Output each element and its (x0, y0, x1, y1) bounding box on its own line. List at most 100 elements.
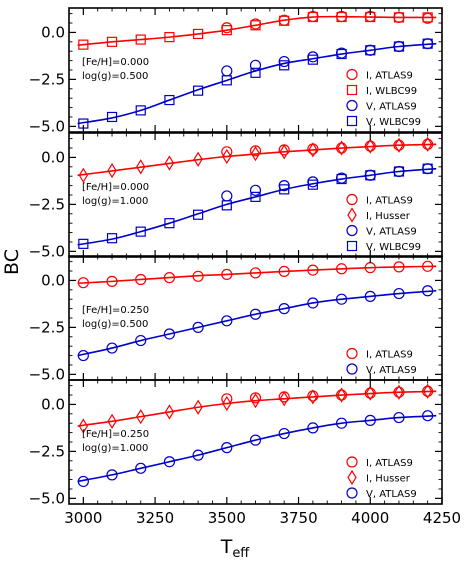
data-point-circle (307, 422, 319, 434)
data-point-square (336, 11, 347, 23)
data-point-circle (135, 273, 147, 286)
data-point-square (422, 38, 433, 49)
data-point-circle (307, 297, 319, 309)
data-point-circle (106, 342, 118, 354)
data-point-square (307, 179, 318, 190)
legend-marker-circle (346, 224, 358, 237)
y-tick-label: −5.0 (29, 117, 65, 135)
data-point-circle (249, 184, 262, 196)
y-tick-label: 0.0 (41, 271, 65, 289)
y-tick-label: −2.5 (29, 195, 65, 213)
data-point-circle (77, 475, 89, 488)
data-point-square (193, 28, 204, 40)
data-point-diamond (422, 136, 433, 152)
legend-label: I, WLBC99 (366, 86, 417, 97)
data-point-diamond (422, 383, 433, 399)
data-point-square (250, 67, 261, 78)
data-point-diamond (164, 155, 175, 171)
data-point-circle (422, 138, 434, 150)
data-point-square (365, 170, 376, 181)
data-point-circle (249, 145, 262, 157)
data-point-square (193, 85, 204, 96)
data-point-diamond (250, 146, 261, 162)
fit-curve-red (77, 265, 437, 285)
legend-label: V, WLBC99 (366, 242, 421, 253)
data-point-circle (221, 65, 233, 77)
legend-label: V, ATLAS9 (366, 102, 417, 113)
data-point-diamond (222, 148, 232, 165)
data-point-circle (393, 287, 405, 300)
data-point-square (78, 39, 89, 50)
data-point-circle (192, 449, 204, 461)
data-point-circle (422, 410, 434, 422)
x-tick-label: 4000 (351, 509, 389, 527)
data-point-circle (422, 385, 434, 397)
panel-frame (68, 255, 443, 381)
data-point-diamond (78, 418, 89, 434)
panel-2: 0.0 −2.5 −5.0 [Fe/H]=0.000 log(g)=1.000 I, AT… (29, 132, 443, 260)
legend-marker-diamond (347, 469, 357, 486)
data-point-square (221, 25, 232, 36)
legend-label: V, WLBC99 (366, 117, 421, 128)
data-point-diamond (394, 137, 404, 153)
data-point-circle (364, 387, 376, 399)
legend-marker-circle (346, 456, 358, 468)
data-point-circle (278, 55, 290, 68)
legend-marker-circle (346, 68, 358, 81)
data-point-circle (163, 272, 176, 284)
data-point-circle (422, 285, 434, 297)
data-point-circle (307, 176, 319, 188)
legend-marker-circle (346, 363, 358, 375)
legend-label: I, Husser (366, 211, 411, 222)
legend-marker-circle (346, 99, 358, 112)
x-tick-label: 4250 (423, 509, 461, 527)
data-point-circle (249, 434, 262, 446)
panel-annotation-line: [Fe/H]=0.000 (82, 182, 149, 193)
y-axis-title: BC (1, 249, 23, 275)
fit-curve-red (77, 390, 437, 427)
legend-label: I, Husser (366, 474, 411, 485)
data-point-circle (221, 190, 233, 202)
data-point-circle (364, 290, 376, 302)
data-point-circle (192, 321, 204, 333)
data-point-square (106, 233, 118, 244)
data-point-circle (221, 268, 233, 281)
data-point-square (393, 166, 405, 177)
data-point-diamond (250, 393, 261, 409)
data-point-diamond (365, 385, 375, 401)
data-point-diamond (136, 159, 146, 175)
legend-marker-square (346, 115, 358, 127)
panel-annotation-line: log(g)=0.500 (82, 71, 148, 82)
data-point-diamond (308, 142, 318, 158)
data-point-diamond (336, 387, 347, 403)
panel-4: 0.0 −2.5 −5.0 [Fe/H]=0.250 log(g)=1.000 I, AT… (29, 379, 443, 507)
data-point-square (279, 184, 290, 195)
y-tick-label: −5.0 (29, 365, 65, 383)
panel-1: 0.0 −2.5 −5.0 [Fe/H]=0.000 log(g)=0.500 I, AT… (29, 7, 443, 135)
data-point-diamond (193, 151, 203, 167)
data-point-square (422, 163, 433, 174)
panel-annotation-line: [Fe/H]=0.250 (82, 429, 149, 440)
data-point-circle (278, 265, 290, 278)
data-point-circle (135, 334, 147, 347)
y-tick-label: 0.0 (41, 148, 65, 166)
panel-annotation-line: [Fe/H]=0.000 (82, 57, 149, 68)
data-point-square (279, 60, 290, 71)
panel-annotation-line: log(g)=1.000 (82, 443, 148, 454)
fit-curve-red (77, 15, 437, 46)
data-point-square (393, 12, 405, 23)
data-point-circle (335, 389, 348, 401)
data-point-circle (192, 270, 204, 282)
data-point-square (279, 15, 290, 26)
data-point-square (250, 20, 261, 31)
data-point-circle (249, 59, 262, 71)
fit-curve-blue (77, 167, 437, 246)
y-tick-label: −2.5 (29, 318, 65, 336)
data-point-circle (335, 293, 348, 305)
data-point-circle (221, 393, 233, 405)
data-point-circle (221, 22, 233, 34)
data-point-diamond (222, 395, 232, 412)
panel-annotation-line: log(g)=1.000 (82, 196, 148, 207)
data-point-square (164, 32, 175, 43)
